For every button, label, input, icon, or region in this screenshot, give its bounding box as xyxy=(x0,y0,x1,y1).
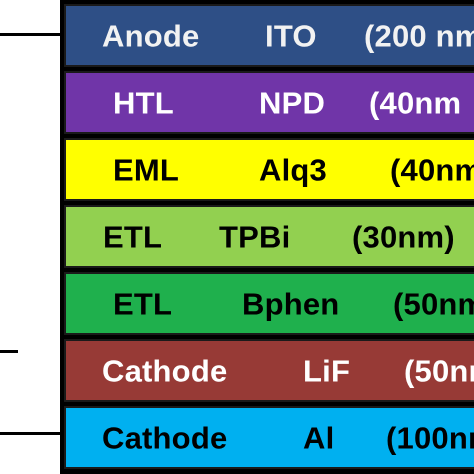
layer-role: EML xyxy=(113,152,180,187)
layer-thickness: (50nm xyxy=(393,286,474,321)
layer-cathode-lif: Cathode LiF (50nm xyxy=(64,339,474,402)
cathode-lif-contact-wire xyxy=(0,350,18,353)
layer-thickness: (40nm xyxy=(390,152,474,187)
layer-role: Cathode xyxy=(102,353,228,388)
layer-eml-alq3: EML Alq3 (40nm xyxy=(64,138,474,201)
layer-thickness: (200 nm xyxy=(364,18,474,53)
layer-anode-ito: Anode ITO (200 nm xyxy=(64,4,474,67)
layer-material: Al xyxy=(303,420,335,455)
cathode-al-contact-wire xyxy=(0,432,64,435)
layer-etl-bphen: ETL Bphen (50nm xyxy=(64,272,474,335)
layer-material: TPBi xyxy=(219,219,291,254)
layer-material: Bphen xyxy=(242,286,340,321)
layer-material: NPD xyxy=(259,85,326,120)
layer-htl-npd: HTL NPD (40nm xyxy=(64,71,474,134)
layer-role: ETL xyxy=(103,219,163,254)
layer-thickness: (30nm) xyxy=(352,219,455,254)
layer-material: Alq3 xyxy=(259,152,327,187)
layer-thickness: (50nm xyxy=(404,353,474,388)
layer-role: Anode xyxy=(102,18,200,53)
layer-material: ITO xyxy=(265,18,317,53)
anode-contact-wire xyxy=(0,33,64,36)
layer-etl-tpbi: ETL TPBi (30nm) xyxy=(64,205,474,268)
layer-role: Cathode xyxy=(102,420,228,455)
layer-material: LiF xyxy=(303,353,351,388)
layer-cathode-al: Cathode Al (100nm xyxy=(64,406,474,469)
layer-role: ETL xyxy=(113,286,173,321)
layer-thickness: (100nm xyxy=(386,420,474,455)
layer-thickness: (40nm xyxy=(369,85,462,120)
layer-role: HTL xyxy=(113,85,174,120)
